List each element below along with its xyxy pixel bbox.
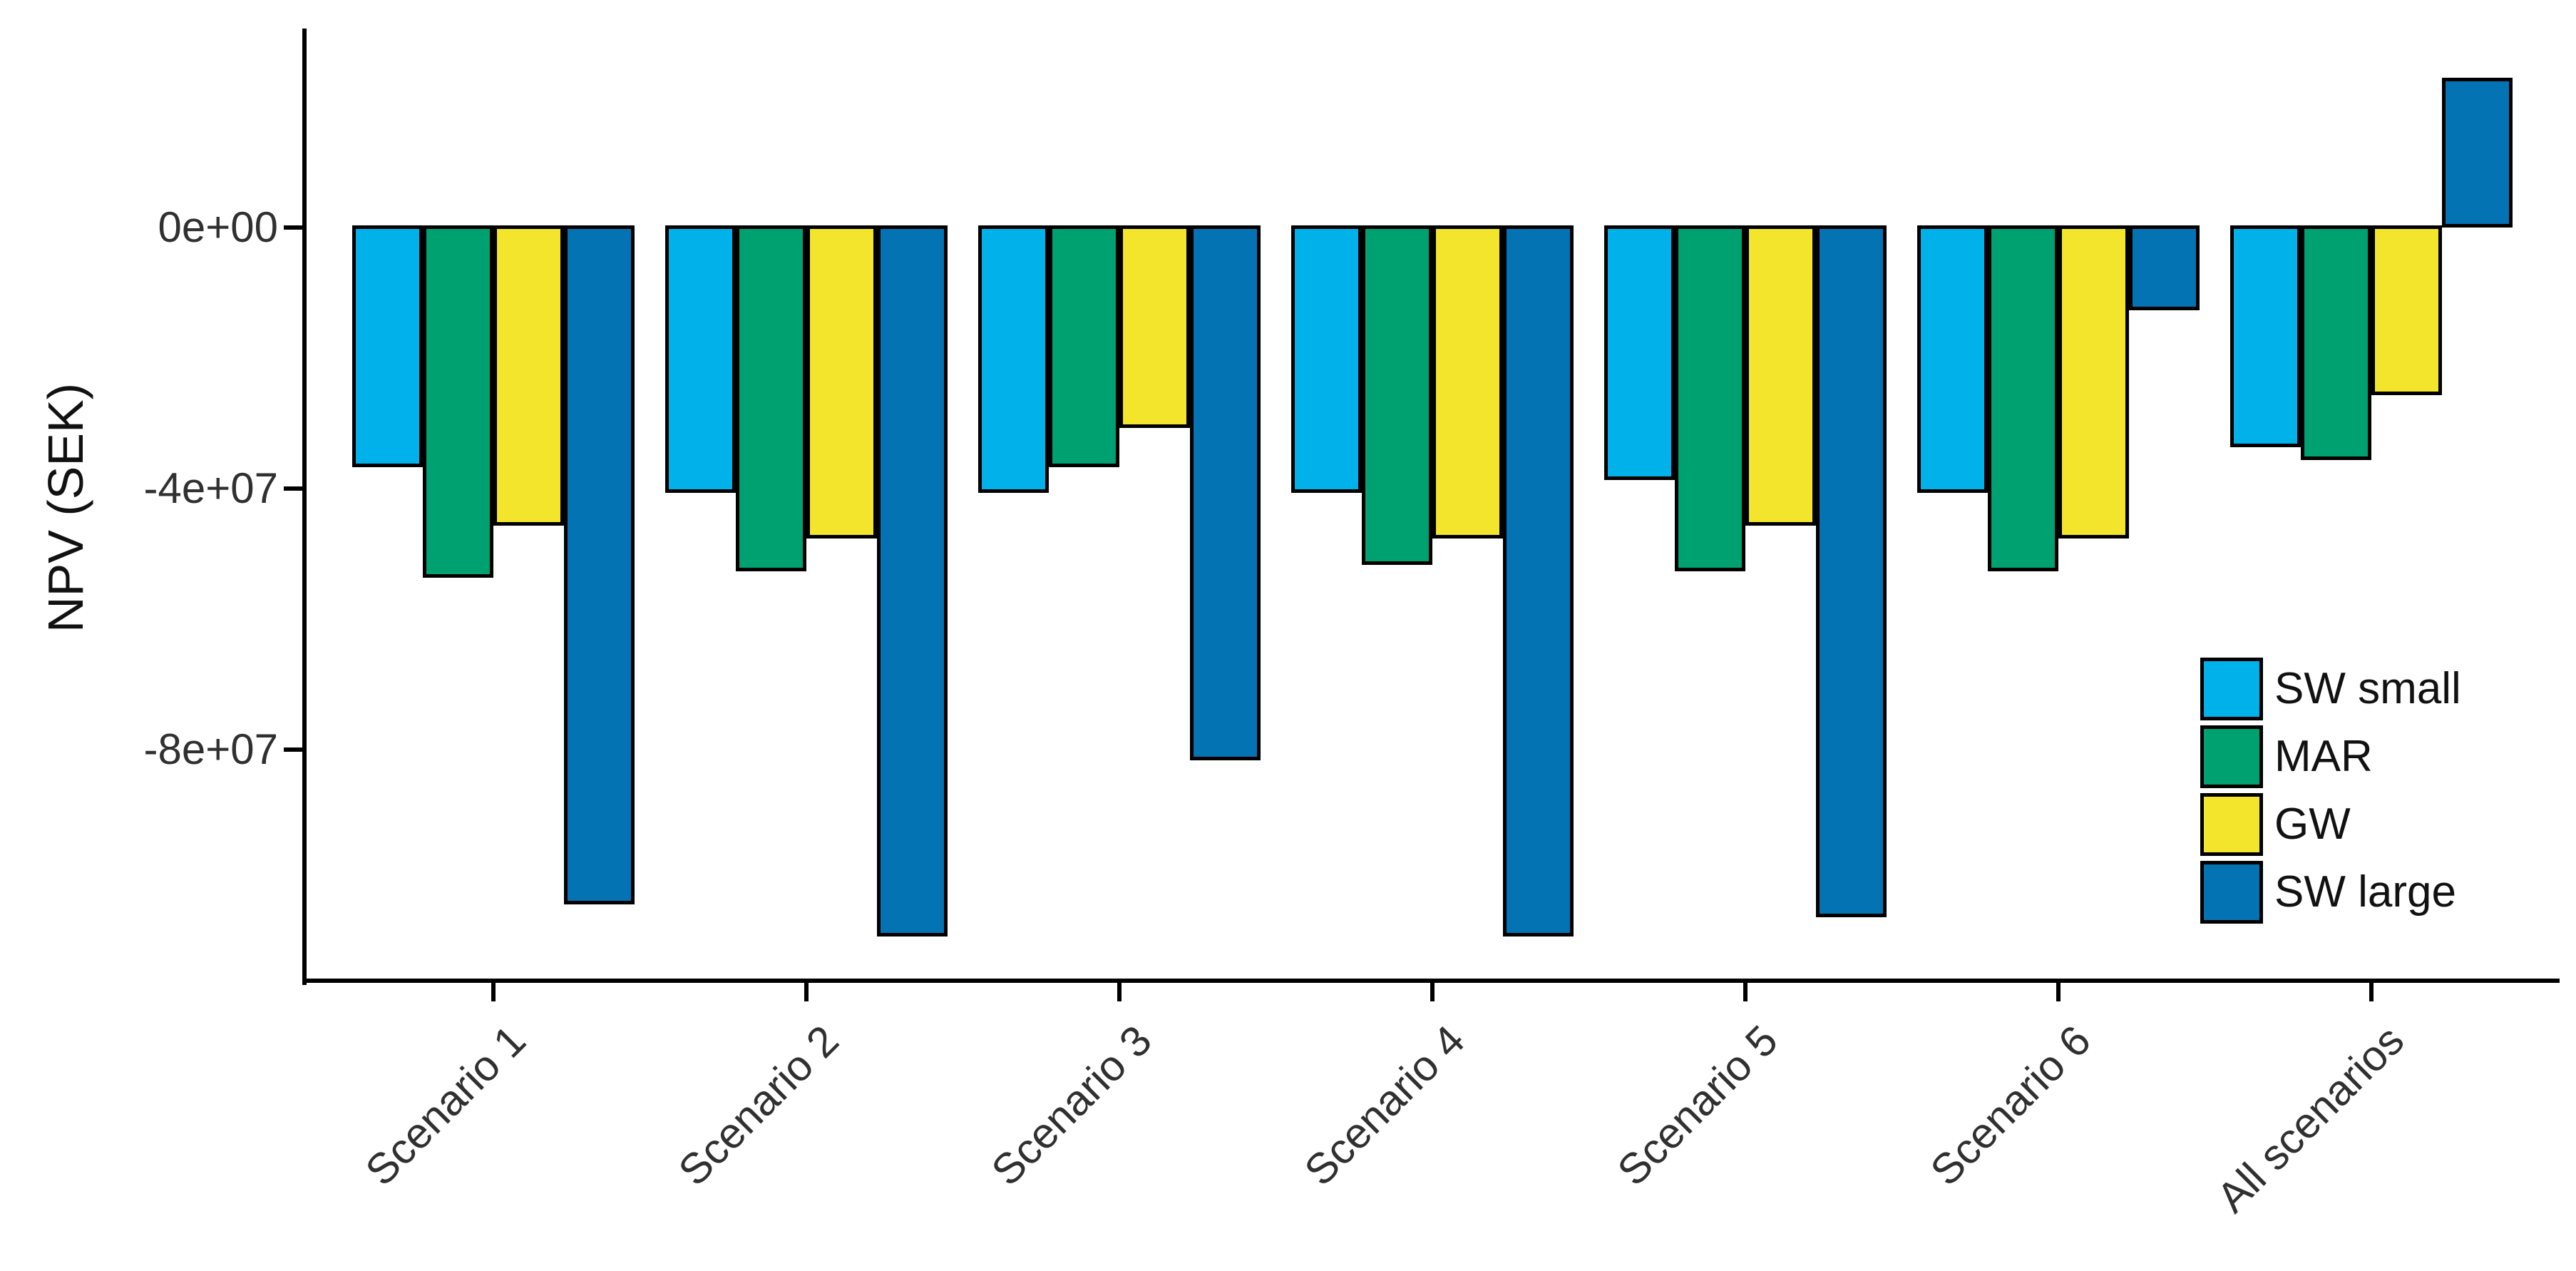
bar-sw-small-all-scenarios bbox=[2230, 225, 2301, 448]
legend-item-gw: GW bbox=[2200, 793, 2461, 856]
x-tick-label-scenario-5: Scenario 5 bbox=[1608, 1016, 1787, 1195]
bar-mar-scenario-1 bbox=[423, 225, 493, 578]
bar-sw-small-scenario-5 bbox=[1604, 225, 1675, 480]
bar-sw-small-scenario-4 bbox=[1291, 225, 1362, 494]
x-tick-mark bbox=[1430, 983, 1435, 1001]
legend-item-mar: MAR bbox=[2200, 725, 2461, 788]
legend-swatch-gw bbox=[2200, 793, 2263, 856]
x-tick-label-scenario-3: Scenario 3 bbox=[982, 1016, 1161, 1195]
x-tick-label-all-scenarios: All scenarios bbox=[2207, 1016, 2413, 1222]
bar-gw-scenario-1 bbox=[493, 225, 564, 526]
bar-gw-scenario-3 bbox=[1119, 225, 1190, 428]
bar-mar-scenario-4 bbox=[1362, 225, 1432, 565]
x-tick-mark bbox=[1743, 983, 1748, 1001]
x-tick-label-scenario-6: Scenario 6 bbox=[1921, 1016, 2100, 1195]
bar-mar-scenario-5 bbox=[1675, 225, 1745, 571]
legend-item-sw-small: SW small bbox=[2200, 658, 2461, 720]
legend-item-sw-large: SW large bbox=[2200, 861, 2461, 924]
x-tick-mark bbox=[491, 983, 496, 1001]
bar-sw-large-all-scenarios bbox=[2442, 77, 2513, 228]
bar-mar-scenario-6 bbox=[1988, 225, 2058, 571]
legend-label: SW small bbox=[2274, 664, 2461, 713]
bar-sw-small-scenario-1 bbox=[352, 225, 423, 467]
bar-sw-large-scenario-1 bbox=[564, 225, 635, 904]
x-tick-label-scenario-1: Scenario 1 bbox=[356, 1016, 535, 1195]
bar-sw-small-scenario-3 bbox=[978, 225, 1049, 494]
x-tick-mark bbox=[1117, 983, 1122, 1001]
bar-gw-scenario-5 bbox=[1745, 225, 1816, 526]
y-tick-label: 0e+00 bbox=[158, 203, 278, 251]
legend: SW small MAR GW SW large bbox=[2200, 658, 2461, 924]
y-axis-line bbox=[302, 29, 307, 985]
y-tick-mark bbox=[284, 747, 304, 752]
bar-sw-small-scenario-2 bbox=[665, 225, 736, 494]
bar-sw-small-scenario-6 bbox=[1917, 225, 1988, 494]
x-tick-mark bbox=[804, 983, 809, 1001]
y-tick-label: -4e+07 bbox=[143, 464, 279, 512]
y-tick-mark bbox=[284, 225, 304, 230]
x-tick-mark bbox=[2056, 983, 2061, 1001]
y-tick-label: -8e+07 bbox=[143, 725, 279, 773]
x-tick-mark bbox=[2369, 983, 2374, 1001]
bar-mar-scenario-2 bbox=[736, 225, 806, 571]
legend-label: GW bbox=[2274, 800, 2351, 849]
bar-sw-large-scenario-2 bbox=[877, 225, 948, 937]
bar-mar-scenario-3 bbox=[1049, 225, 1119, 467]
legend-swatch-sw-small bbox=[2200, 658, 2263, 720]
bar-mar-all-scenarios bbox=[2301, 225, 2371, 461]
legend-swatch-sw-large bbox=[2200, 861, 2263, 924]
bar-sw-large-scenario-6 bbox=[2129, 225, 2200, 310]
legend-label: SW large bbox=[2274, 867, 2456, 917]
x-tick-label-scenario-4: Scenario 4 bbox=[1295, 1016, 1474, 1195]
legend-label: MAR bbox=[2274, 732, 2373, 781]
bar-gw-all-scenarios bbox=[2371, 225, 2442, 395]
x-axis-line bbox=[302, 979, 2560, 983]
bar-sw-large-scenario-4 bbox=[1503, 225, 1574, 937]
bar-sw-large-scenario-3 bbox=[1190, 225, 1261, 761]
bar-gw-scenario-6 bbox=[2058, 225, 2129, 539]
y-tick-mark bbox=[284, 486, 304, 491]
bar-sw-large-scenario-5 bbox=[1816, 225, 1887, 917]
bar-gw-scenario-4 bbox=[1432, 225, 1503, 539]
legend-swatch-mar bbox=[2200, 725, 2263, 788]
x-tick-label-scenario-2: Scenario 2 bbox=[669, 1016, 848, 1195]
bar-gw-scenario-2 bbox=[806, 225, 877, 539]
